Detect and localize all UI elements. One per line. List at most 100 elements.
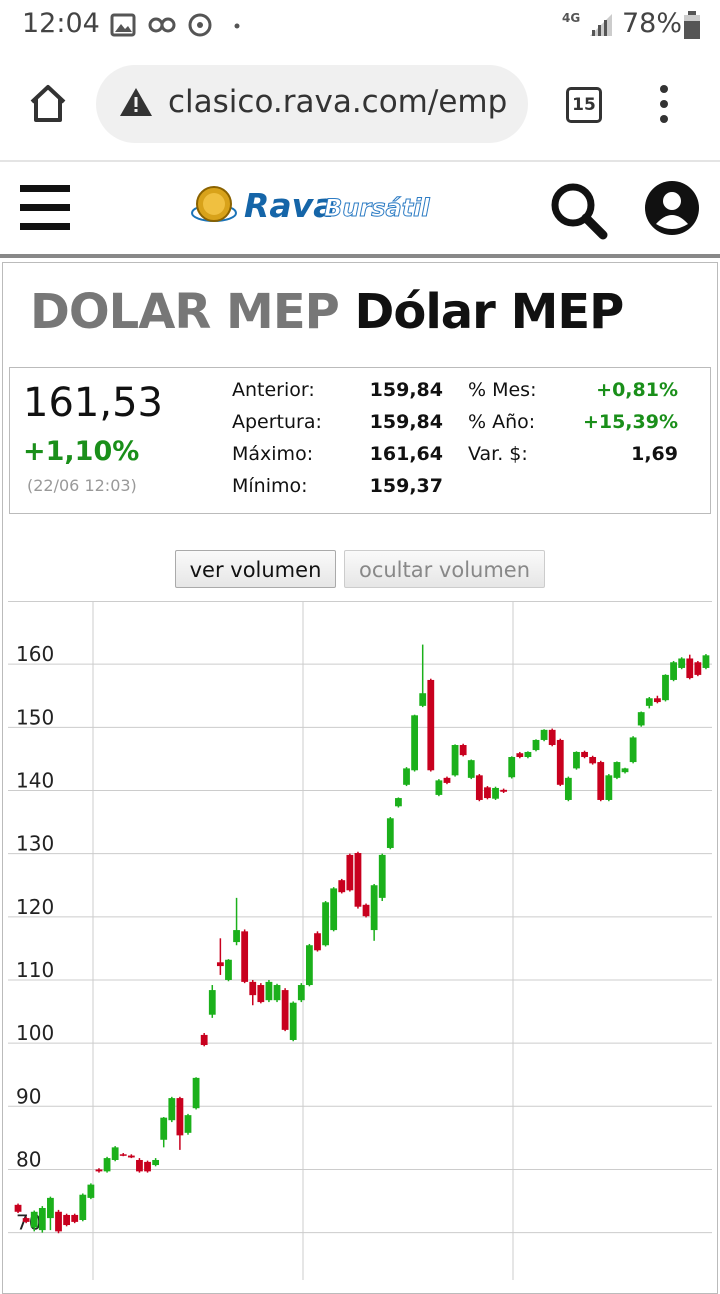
y-tick-label: 80: [16, 1147, 41, 1171]
header-border: [0, 254, 720, 258]
candle-body: [362, 904, 370, 917]
candle-body: [403, 768, 410, 785]
y-tick-label: 90: [16, 1084, 41, 1108]
candle-body: [573, 751, 580, 769]
stat-label: Apertura:: [232, 411, 322, 433]
candle-body: [459, 745, 467, 756]
candle-body: [694, 662, 702, 675]
candle-body: [152, 1159, 160, 1166]
candle-body: [686, 658, 694, 679]
hamburger-menu[interactable]: [20, 185, 70, 231]
candle-body: [678, 658, 686, 668]
y-tick-label: 70: [16, 1211, 41, 1235]
candle-body: [645, 698, 653, 706]
tab-count[interactable]: 15: [566, 87, 602, 123]
candle-body: [492, 787, 499, 799]
candle-body: [322, 902, 329, 946]
candle-body: [637, 712, 645, 726]
candle-body: [662, 674, 669, 701]
candle-body: [670, 662, 677, 680]
stat-value: 159,84: [369, 379, 443, 401]
candle-body: [346, 854, 354, 891]
show-volume-button[interactable]: ver volumen: [175, 550, 336, 588]
y-tick-label: 130: [16, 832, 54, 856]
candle-body: [524, 751, 532, 758]
candle-body: [427, 679, 435, 771]
candle-body: [160, 1117, 168, 1140]
menu-button[interactable]: [654, 84, 674, 124]
candle-body: [71, 1214, 79, 1222]
candle-body: [435, 780, 443, 795]
stat-label: % Mes:: [468, 379, 537, 401]
candle-body: [621, 768, 629, 773]
user-button[interactable]: [644, 180, 700, 236]
candle-body: [281, 990, 289, 1030]
url-bar[interactable]: [96, 65, 528, 143]
quote-box: [9, 367, 711, 514]
candle-body: [216, 962, 224, 967]
candle-body: [395, 798, 402, 807]
candle-body: [370, 885, 378, 931]
quote-price: 161,53: [23, 380, 163, 426]
candle-body: [144, 1161, 151, 1172]
candle-body: [265, 981, 273, 1001]
y-tick-label: 120: [16, 895, 54, 919]
candle-body: [484, 787, 491, 799]
candle-body: [273, 985, 281, 1001]
candle-body: [14, 1204, 22, 1212]
candle-body: [581, 751, 588, 758]
candle-body: [629, 737, 637, 763]
quote-change: +1,10%: [23, 436, 140, 467]
candle-body: [103, 1158, 111, 1172]
stat-label: Anterior:: [232, 379, 315, 401]
candle-body: [111, 1147, 119, 1160]
quote-timestamp: (22/06 12:03): [27, 476, 137, 495]
candle-body: [354, 853, 362, 907]
candlestick-chart: 70 80 90 100 110 120 130 140 150 160: [8, 601, 712, 1280]
home-button[interactable]: [26, 82, 70, 126]
candle-body: [127, 1155, 135, 1158]
y-tick-label: 140: [16, 768, 54, 792]
candle-body: [55, 1211, 62, 1232]
candle-body: [702, 655, 710, 668]
hide-volume-button[interactable]: ocultar volumen: [344, 550, 545, 588]
divider: [0, 160, 720, 162]
candle-body: [589, 757, 597, 764]
candle-body: [330, 888, 338, 931]
stat-label: Var. $:: [468, 443, 528, 465]
candle-body: [47, 1197, 54, 1219]
candle-body: [22, 1218, 30, 1222]
candle-body: [548, 729, 556, 746]
candle-body: [378, 854, 386, 898]
y-tick-label: 110: [16, 958, 54, 982]
url-text: clasico.rava.com/emp: [168, 84, 508, 120]
candle-body: [443, 777, 451, 783]
warning-icon: [120, 88, 152, 116]
candle-body: [225, 959, 232, 980]
candle-body: [305, 945, 313, 986]
logo-primary: Rava: [244, 186, 336, 225]
candle-body: [508, 757, 516, 778]
candle-body: [467, 760, 475, 778]
candle-body: [257, 985, 265, 1003]
candle-body: [249, 981, 257, 996]
candle-body: [30, 1211, 38, 1228]
candle-body: [176, 1098, 184, 1136]
candle-body: [87, 1184, 95, 1198]
candle-body: [168, 1098, 176, 1121]
quote-symbol: DOLAR MEP: [30, 284, 340, 340]
logo-secondary: Bursátil: [324, 194, 431, 223]
search-button[interactable]: [548, 180, 608, 240]
candle-body: [386, 818, 394, 848]
logo-coin: [191, 186, 237, 222]
candle-body: [653, 698, 661, 703]
y-tick-label: 150: [16, 705, 54, 729]
y-tick-label: 160: [16, 642, 54, 666]
candle-body: [564, 777, 572, 800]
candle-body: [233, 930, 240, 943]
candle-body: [338, 880, 346, 893]
quote-title: DOLAR MEP Dólar MEP: [30, 284, 625, 340]
quote-name: Dólar MEP: [354, 284, 625, 340]
candle-body: [556, 739, 564, 785]
